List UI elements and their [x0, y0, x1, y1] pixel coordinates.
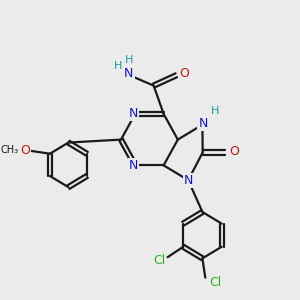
Text: H: H	[114, 61, 122, 71]
Text: O: O	[179, 67, 189, 80]
Text: H: H	[125, 56, 133, 65]
Text: N: N	[184, 174, 194, 187]
Text: N: N	[124, 67, 134, 80]
Text: H: H	[211, 106, 219, 116]
Text: N: N	[129, 107, 139, 120]
Text: Cl: Cl	[209, 276, 221, 289]
Text: O: O	[20, 144, 30, 157]
Text: N: N	[198, 117, 208, 130]
Text: O: O	[229, 146, 239, 158]
Text: CH₃: CH₃	[1, 145, 19, 155]
Text: N: N	[129, 159, 139, 172]
Text: Cl: Cl	[153, 254, 165, 267]
